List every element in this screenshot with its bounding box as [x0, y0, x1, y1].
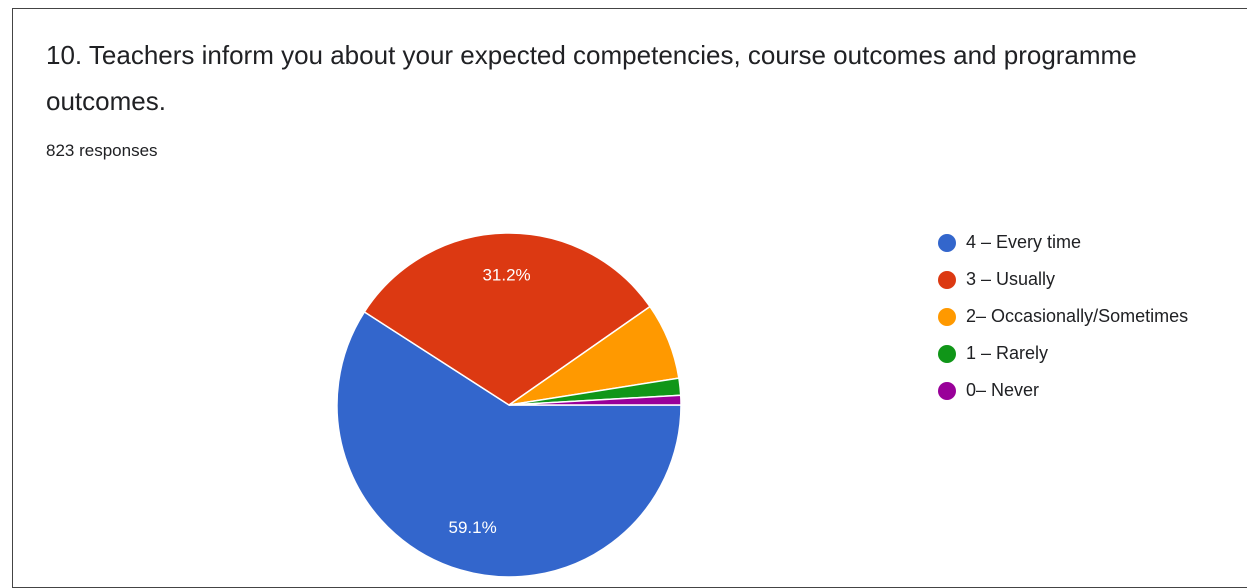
pie-slice: [336, 310, 682, 578]
legend-label: 3 – Usually: [966, 269, 1055, 289]
slice-label: 31.2%: [482, 266, 530, 285]
legend-swatch: [938, 271, 956, 289]
legend-label: 2– Occasionally/Sometimes: [966, 306, 1188, 326]
legend-swatch: [938, 382, 956, 400]
legend-swatch: [938, 308, 956, 326]
legend-label: 1 – Rarely: [966, 343, 1048, 363]
slice-label: 59.1%: [449, 518, 497, 537]
legend-label: 0– Never: [966, 380, 1039, 400]
chart-title: 10. Teachers inform you about your expec…: [46, 40, 1137, 116]
legend-swatch: [938, 345, 956, 363]
legend-label: 4 – Every time: [966, 232, 1081, 252]
pie-slice: [508, 394, 682, 406]
legend-swatch: [938, 234, 956, 252]
pie-slice: [363, 232, 652, 406]
chart-subtitle: 823 responses: [46, 141, 158, 160]
